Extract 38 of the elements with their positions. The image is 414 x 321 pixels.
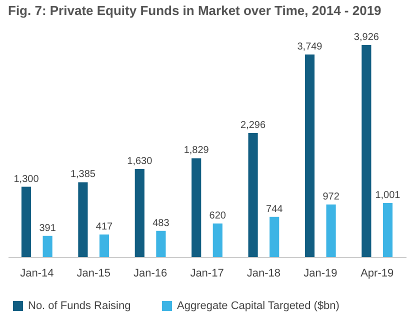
x-tick-label: Jan-17	[190, 268, 224, 280]
bar	[42, 236, 52, 257]
bar	[192, 158, 202, 257]
x-tick-label: Jan-15	[76, 268, 110, 280]
bar	[156, 230, 166, 257]
data-label: 744	[266, 204, 284, 215]
bar	[362, 44, 372, 257]
bar	[78, 182, 88, 257]
data-label: 1,001	[375, 190, 401, 201]
bar	[270, 216, 280, 257]
x-tick-label: Jan-16	[133, 268, 168, 280]
data-label: 1,300	[14, 174, 40, 185]
data-label: 391	[39, 222, 56, 234]
data-label: 483	[152, 218, 170, 229]
data-label: 620	[209, 210, 226, 222]
bar	[326, 204, 336, 257]
bar	[134, 168, 144, 257]
bar	[248, 133, 258, 257]
data-label: 3,749	[297, 42, 323, 53]
x-tick-label: Jan-14	[20, 268, 54, 280]
data-label: 3,926	[354, 32, 380, 43]
legend-label: No. of Funds Raising	[28, 300, 131, 312]
data-label: 1,630	[127, 156, 153, 167]
bar	[21, 186, 32, 257]
data-label: 1,385	[70, 169, 96, 180]
x-tick-label: Jan-18	[246, 268, 281, 280]
x-tick-label: Jan-19	[304, 268, 338, 280]
bar	[382, 202, 393, 257]
data-label: 417	[96, 221, 114, 232]
data-label: 1,829	[184, 145, 210, 156]
bar	[304, 54, 315, 257]
chart-title: Fig. 7: Private Equity Funds in Market over Time, 2014 - 2019	[8, 2, 382, 18]
legend-label: Aggregate Capital Targeted ($bn)	[177, 300, 340, 312]
data-label: 2,296	[240, 120, 266, 132]
x-tick-label: Apr-19	[360, 268, 394, 280]
bar	[212, 224, 222, 257]
data-label: 972	[322, 192, 340, 203]
bar	[99, 234, 110, 257]
